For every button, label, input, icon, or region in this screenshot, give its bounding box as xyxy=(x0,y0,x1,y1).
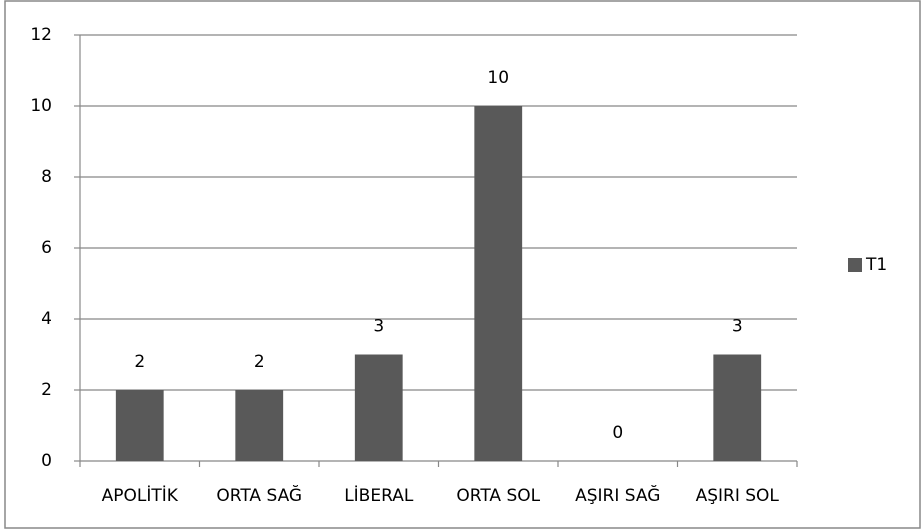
data-label: 3 xyxy=(732,317,743,337)
y-tick-label: 12 xyxy=(30,25,52,45)
y-tick-label: 10 xyxy=(30,96,52,116)
data-label: 2 xyxy=(254,352,265,372)
y-tick-label: 2 xyxy=(41,380,52,400)
data-label: 2 xyxy=(134,352,145,372)
data-label: 10 xyxy=(487,68,509,88)
y-tick-label: 4 xyxy=(41,309,52,329)
y-tick-label: 8 xyxy=(41,167,52,187)
bar xyxy=(235,390,284,461)
y-tick-label: 6 xyxy=(41,238,52,258)
data-label: 0 xyxy=(612,423,623,443)
bar xyxy=(115,390,164,461)
bar xyxy=(474,106,523,461)
x-tick-label: ORTA SAĞ xyxy=(216,484,302,506)
data-label: 3 xyxy=(373,317,384,337)
legend-label: T1 xyxy=(865,255,887,275)
y-tick-label: 0 xyxy=(41,451,52,471)
x-tick-label: LİBERAL xyxy=(344,485,414,506)
x-tick-label: APOLİTİK xyxy=(102,485,179,506)
x-tick-label: AŞIRI SAĞ xyxy=(575,484,660,506)
bar xyxy=(354,354,403,461)
x-tick-label: AŞIRI SOL xyxy=(696,486,780,506)
x-tick-label: ORTA SOL xyxy=(456,486,540,506)
bar xyxy=(713,354,762,461)
legend-swatch xyxy=(848,258,862,272)
